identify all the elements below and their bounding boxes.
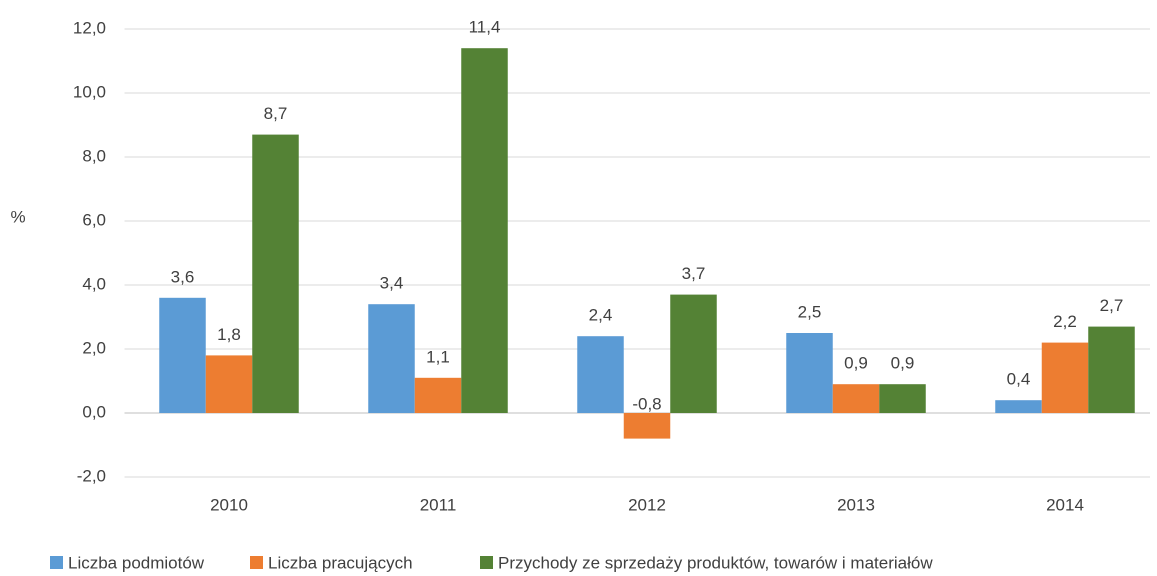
bar [832, 384, 880, 413]
legend-swatch [480, 556, 493, 569]
data-label: 3,4 [380, 274, 404, 293]
x-tick-label: 2014 [1046, 495, 1084, 514]
y-tick-label: 6,0 [82, 210, 106, 229]
legend-swatch [50, 556, 63, 569]
bar [159, 297, 206, 413]
y-tick-label: 12,0 [73, 18, 106, 37]
bar [252, 134, 299, 413]
bar [995, 400, 1042, 413]
bar [461, 48, 508, 413]
bar [1041, 342, 1089, 413]
data-label: 0,9 [844, 354, 868, 373]
legend-label: Liczba podmiotów [68, 553, 205, 572]
y-tick-label: 10,0 [73, 82, 106, 101]
data-label: 1,8 [217, 325, 241, 344]
legend-swatch [250, 556, 263, 569]
legend-label: Liczba pracujących [268, 553, 413, 572]
y-tick-label: 8,0 [82, 146, 106, 165]
bar [623, 413, 671, 439]
data-label: 2,5 [798, 302, 822, 321]
x-tick-label: 2012 [628, 495, 666, 514]
bar [205, 355, 253, 413]
data-label: 8,7 [264, 104, 288, 123]
legend-label: Przychody ze sprzedaży produktów, towaró… [498, 553, 933, 572]
data-label: 3,6 [171, 267, 195, 286]
data-label: 3,7 [682, 264, 706, 283]
y-tick-label: -2,0 [77, 466, 106, 485]
data-label: -0,8 [632, 394, 661, 413]
y-axis-label: % [10, 207, 25, 226]
bar [786, 333, 833, 413]
bar [577, 336, 624, 413]
x-tick-label: 2011 [420, 495, 457, 514]
bar [414, 377, 462, 413]
y-tick-label: 0,0 [82, 402, 106, 421]
data-label: 2,2 [1053, 312, 1077, 331]
x-tick-label: 2010 [210, 495, 248, 514]
data-label: 11,4 [469, 18, 501, 37]
data-label: 0,9 [891, 354, 915, 373]
x-tick-label: 2013 [837, 495, 875, 514]
data-label: 1,1 [426, 347, 450, 366]
bar [368, 304, 415, 413]
y-tick-label: 4,0 [82, 274, 106, 293]
bar [879, 384, 926, 413]
bar [1088, 326, 1135, 413]
data-label: 2,7 [1100, 296, 1124, 315]
data-label: 2,4 [589, 306, 613, 325]
bar [670, 294, 717, 413]
data-label: 0,4 [1007, 370, 1031, 389]
y-tick-label: 2,0 [82, 338, 106, 357]
